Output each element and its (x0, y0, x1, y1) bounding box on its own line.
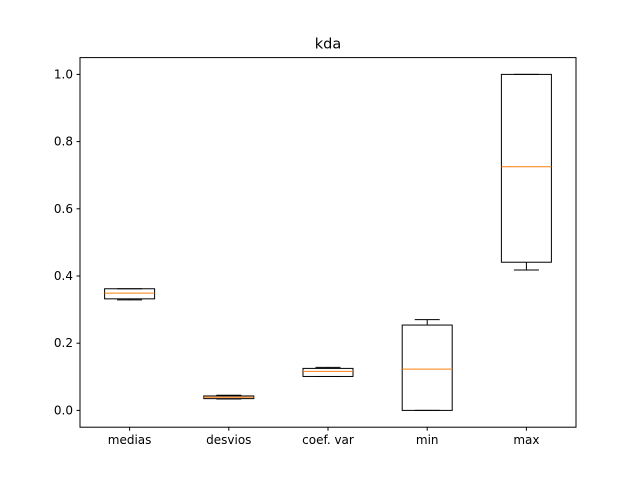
y-tick-label: 0.4 (54, 269, 73, 283)
x-tick-label-desvios: desvios (206, 433, 251, 447)
axes-frame (79, 57, 577, 428)
x-tick-label-min: min (416, 433, 439, 447)
box-medias (104, 288, 156, 300)
y-tick-label: 0.6 (54, 202, 73, 216)
y-tick-label: 0.2 (54, 336, 73, 350)
y-tick-label: 1.0 (54, 67, 73, 81)
x-tick-label-coef-var: coef. var (302, 433, 354, 447)
box-coef-var (302, 367, 354, 377)
chart-title: kda (315, 37, 342, 53)
box-min (401, 324, 453, 411)
y-tick-label: 0.8 (54, 135, 73, 149)
y-tick-label: 0.0 (54, 403, 73, 417)
x-tick-label-medias: medias (108, 433, 152, 447)
x-tick-label-max: max (513, 433, 539, 447)
plot-area: 0.0 0.2 0.4 0.6 0.8 1.0 medias desvios coef. var… (54, 57, 577, 447)
box-max (500, 73, 552, 263)
